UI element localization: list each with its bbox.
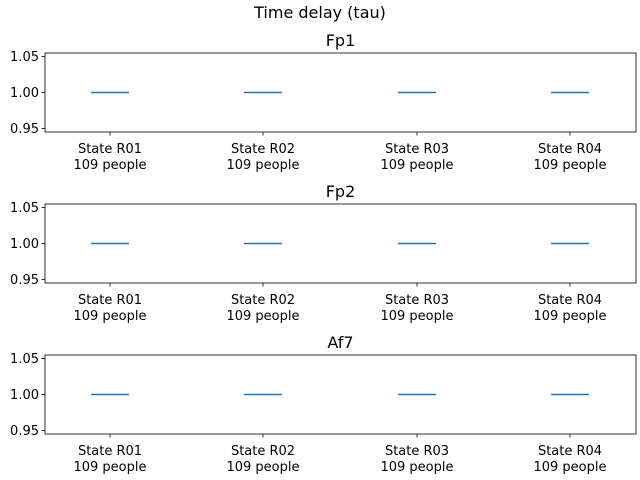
x-tick-label-line: State R02 — [231, 444, 295, 459]
y-tick-label: 1.00 — [10, 237, 39, 252]
x-tick-label-line: State R02 — [231, 142, 295, 157]
x-tick-label-line: State R04 — [538, 444, 602, 459]
axes-frame — [44, 203, 637, 284]
x-tick-label-line: State R01 — [78, 444, 142, 459]
x-tick-label: State R03 109 people — [380, 293, 453, 324]
y-tick-label: 1.05 — [10, 50, 39, 65]
x-tick-label-line: 109 people — [533, 158, 606, 173]
y-tick-label: 1.00 — [10, 86, 39, 101]
x-tick-label-line: State R03 — [385, 142, 449, 157]
x-tick-label-line: State R04 — [538, 142, 602, 157]
x-tick-label-line: 109 people — [226, 158, 299, 173]
x-tick-label-line: State R03 — [385, 444, 449, 459]
x-tick-label-line: 109 people — [73, 460, 146, 475]
x-tick-label: State R01 109 people — [73, 444, 146, 475]
x-tick-label: State R04 109 people — [533, 142, 606, 173]
x-tick-label-line: 109 people — [226, 309, 299, 324]
x-tick-label-line: State R02 — [231, 293, 295, 308]
subplot-title: Fp1 — [326, 31, 356, 50]
x-tick-label-line: 109 people — [533, 460, 606, 475]
y-tick-label: 1.05 — [10, 352, 39, 367]
x-tick-label-line: 109 people — [380, 460, 453, 475]
x-tick-label-line: 109 people — [73, 309, 146, 324]
figure-suptitle: Time delay (tau) — [253, 3, 386, 22]
x-tick-label-line: 109 people — [380, 158, 453, 173]
subplot-title: Af7 — [327, 333, 353, 352]
y-tick-label: 1.00 — [10, 388, 39, 403]
y-tick-label: 1.05 — [10, 201, 39, 216]
subplot-title: Fp2 — [326, 182, 356, 201]
axes-frame — [44, 354, 637, 435]
axes-frame — [44, 52, 637, 133]
x-tick-label: State R01 109 people — [73, 293, 146, 324]
x-tick-label-line: 109 people — [226, 460, 299, 475]
x-tick-label: State R02 109 people — [226, 142, 299, 173]
x-tick-label: State R03 109 people — [380, 444, 453, 475]
x-tick-label: State R01 109 people — [73, 142, 146, 173]
y-tick-label: 0.95 — [10, 273, 39, 288]
x-tick-label-line: 109 people — [533, 309, 606, 324]
x-tick-label-line: State R01 — [78, 293, 142, 308]
x-tick-label: State R02 109 people — [226, 293, 299, 324]
x-tick-label: State R02 109 people — [226, 444, 299, 475]
y-tick-label: 0.95 — [10, 424, 39, 439]
x-tick-label-line: State R04 — [538, 293, 602, 308]
x-tick-label-line: State R01 — [78, 142, 142, 157]
y-tick-label: 0.95 — [10, 122, 39, 137]
x-tick-label-line: 109 people — [380, 309, 453, 324]
x-tick-label-line: State R03 — [385, 293, 449, 308]
x-tick-label: State R03 109 people — [380, 142, 453, 173]
x-tick-label-line: 109 people — [73, 158, 146, 173]
x-tick-label: State R04 109 people — [533, 293, 606, 324]
x-tick-label: State R04 109 people — [533, 444, 606, 475]
